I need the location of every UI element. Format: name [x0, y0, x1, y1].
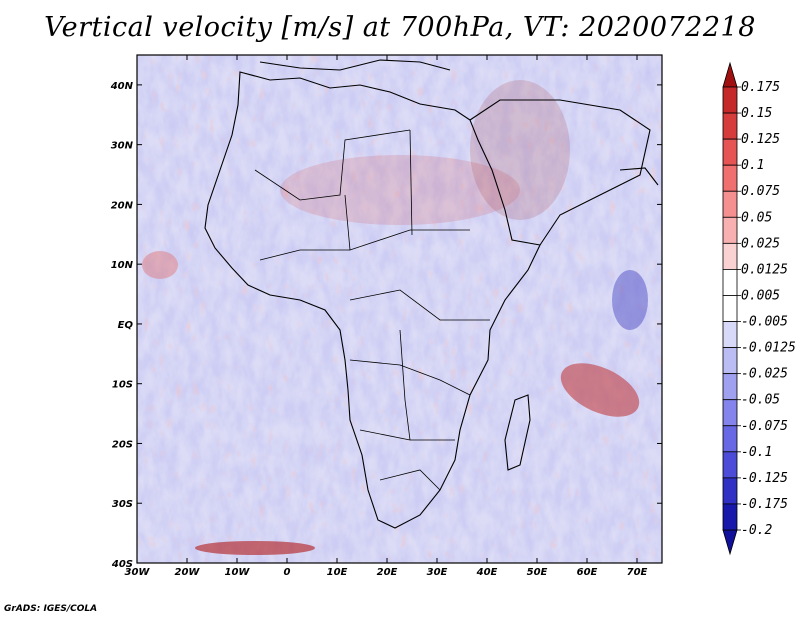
colorbar-box — [722, 347, 738, 375]
lat-label: 20N — [111, 200, 134, 211]
colorbar-label: 0.0125 — [741, 262, 788, 277]
colorbar-label: 0.1 — [741, 158, 764, 173]
lon-label: 60E — [577, 567, 598, 578]
colorbar-label: -0.1 — [741, 445, 772, 460]
lat-label: EQ — [118, 320, 134, 331]
colorbar-label: -0.0125 — [741, 341, 796, 356]
colorbar-bottom-arrow — [722, 529, 738, 556]
colorbar-label: -0.05 — [741, 393, 780, 408]
colorbar-label: 0.05 — [741, 210, 772, 225]
lat-label: 30S — [112, 499, 133, 510]
lat-label: 10S — [112, 380, 133, 391]
colorbar-label: 0.005 — [741, 288, 780, 303]
colorbar-label: 0.025 — [741, 236, 780, 251]
colorbar: 0.175 0.15 0.125 0.1 0.075 0.05 0.025 0.0125 0.0… — [722, 61, 796, 556]
plot-frame — [136, 54, 663, 564]
colorbar-label: -0.025 — [741, 367, 788, 382]
colorbar-label: 0.125 — [741, 132, 780, 147]
colorbar-label: 0.075 — [741, 184, 780, 199]
lat-label: 10N — [111, 260, 134, 271]
colorbar-label: 0.175 — [741, 80, 780, 95]
colorbar-box — [722, 138, 738, 166]
colorbar-box — [722, 112, 738, 140]
lat-label: 40N — [110, 81, 134, 92]
lat-label: 20S — [112, 439, 133, 450]
colorbar-box — [722, 269, 738, 296]
lon-label: 10W — [225, 567, 251, 578]
colorbar-label: -0.125 — [741, 471, 788, 486]
country-borders — [254, 129, 490, 491]
colorbar-label: -0.075 — [741, 419, 788, 434]
lon-label: 40E — [476, 567, 498, 578]
map-title: Vertical velocity [m/s] at 700hPa, VT: 2… — [44, 12, 756, 43]
lon-label: 30E — [427, 567, 448, 578]
colorbar-box — [722, 321, 738, 348]
lat-label: 40S — [111, 559, 133, 570]
lon-label: 50E — [527, 567, 548, 578]
colorbar-label: -0.175 — [741, 497, 788, 512]
footer-credit: GrADS: IGES/COLA — [4, 604, 98, 614]
colorbar-box — [722, 451, 738, 479]
lat-label: 30N — [111, 141, 134, 152]
colorbar-box — [722, 164, 738, 192]
colorbar-box — [722, 373, 738, 401]
colorbar-label: 0.15 — [741, 106, 772, 121]
colorbar-label: -0.2 — [741, 523, 772, 538]
lon-label: 70E — [627, 567, 648, 578]
colorbar-box — [722, 503, 738, 531]
colorbar-label: -0.005 — [741, 315, 788, 330]
colorbar-box — [722, 216, 738, 244]
colorbar-box — [722, 477, 738, 505]
colorbar-top-arrow — [722, 61, 738, 88]
lon-label: 30W — [125, 567, 151, 578]
colorbar-box — [722, 399, 738, 427]
lon-label: 10E — [327, 567, 348, 578]
lon-label: 0 — [284, 567, 291, 578]
colorbar-box — [722, 242, 738, 270]
velocity-field — [137, 55, 662, 563]
colorbar-box — [722, 190, 738, 218]
lon-label: 20E — [377, 567, 398, 578]
colorbar-box — [722, 86, 738, 114]
latitude-axis: 40N 30N 20N 10N EQ 10S 20S 30S 40S — [110, 81, 662, 570]
lon-label: 20W — [175, 567, 201, 578]
colorbar-box — [722, 425, 738, 453]
colorbar-box — [722, 295, 738, 322]
longitude-axis: 30W 20W 10W 0 10E 20E 30E 40E 50E 60E 70E — [125, 55, 648, 578]
